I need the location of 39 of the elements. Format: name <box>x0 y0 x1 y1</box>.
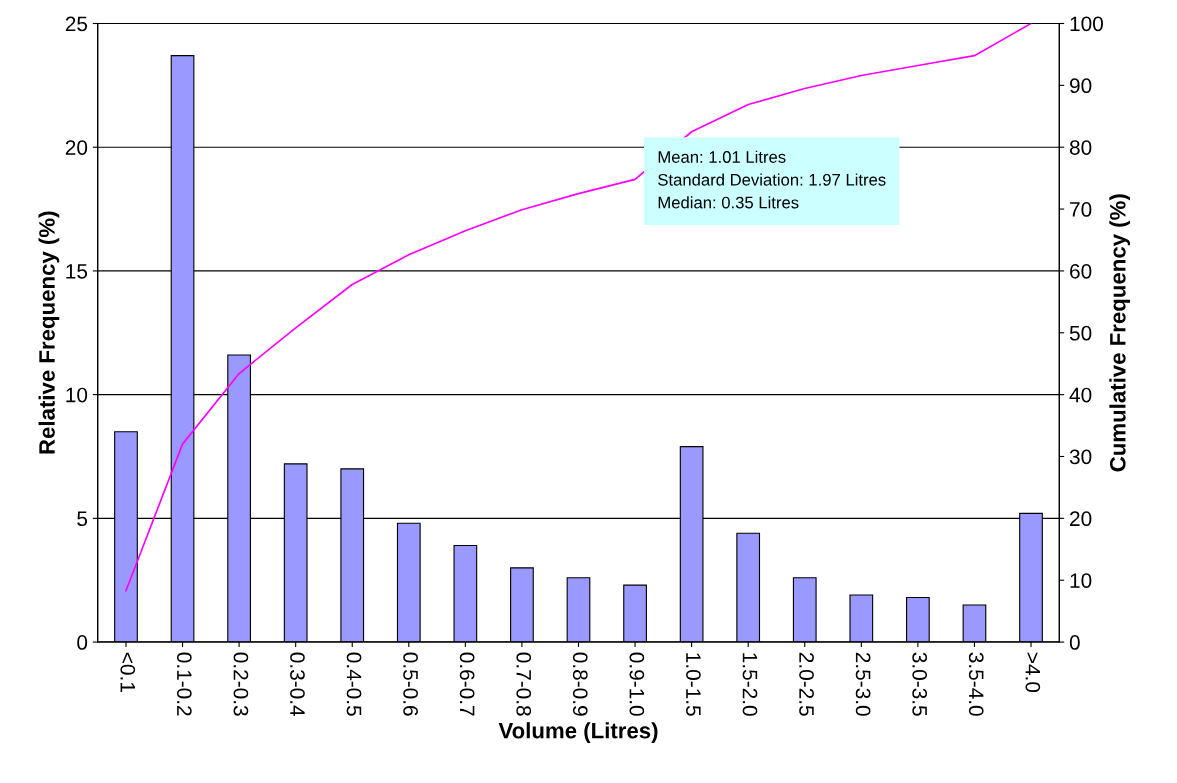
y-axis-title: Relative Frequency (%) <box>38 211 60 454</box>
y2-tick-label: 100 <box>1070 16 1103 32</box>
x-tick-label: 0.1-0.2 <box>176 652 192 716</box>
x-tick-label: 1.0-1.5 <box>686 653 701 716</box>
x-tick-label: 0.3-0.4 <box>290 652 305 717</box>
x-tick-label: 0.7-0.8 <box>516 652 532 716</box>
y-tick-label: 0 <box>77 635 88 650</box>
y2-tick-label: 20 <box>1070 511 1092 527</box>
x-tick-label: 0.5-0.6 <box>403 652 418 716</box>
x-tick-label: 2.0-2.5 <box>799 652 814 716</box>
x-tick-label: 3.0-3.5 <box>912 652 928 716</box>
x-tick-label: 2.5-3.0 <box>855 652 871 716</box>
y2-tick-label: 30 <box>1069 449 1092 465</box>
y-tick-label: 10 <box>66 387 88 403</box>
y2-tick-label: 50 <box>1069 325 1092 341</box>
x-tick-label: 0.2-0.3 <box>233 652 249 716</box>
x-tick-label: 3.5-4.0 <box>968 652 984 716</box>
y2-tick-label: 70 <box>1070 202 1092 217</box>
y2-axis-title: Cumulative Frequency (%) <box>1109 194 1131 472</box>
y-tick-label: 15 <box>66 264 88 279</box>
x-tick-label: 0.4-0.5 <box>346 652 362 716</box>
annotation: Mean: 1.01 Litres Standard Deviation: 1.97 Litres Median: 0.35 Litres <box>658 150 886 209</box>
y2-tick-label: 40 <box>1069 387 1092 403</box>
y-tick-label: 20 <box>65 140 88 155</box>
x-tick-label: <0.1 <box>120 652 136 692</box>
y2-tick-label: 10 <box>1070 573 1092 588</box>
y-tick-label: 25 <box>65 16 88 32</box>
x-axis-title: Volume (Litres) <box>498 722 658 743</box>
x-tick-label: 0.9-1.0 <box>629 652 645 716</box>
x-tick-label: 0.8-0.9 <box>572 652 588 716</box>
y-tick-label: 5 <box>77 511 88 527</box>
x-tick-label: >4.0 <box>1025 652 1041 693</box>
x-tick-label: 0.6-0.7 <box>459 652 475 716</box>
y2-tick-label: 90 <box>1070 78 1092 94</box>
x-tick-label: 1.5-2.0 <box>742 653 758 716</box>
y2-tick-label: 60 <box>1070 263 1092 279</box>
y2-tick-label: 80 <box>1069 140 1092 155</box>
y2-tick-label: 0 <box>1069 635 1080 650</box>
line-series <box>125 23 1032 592</box>
